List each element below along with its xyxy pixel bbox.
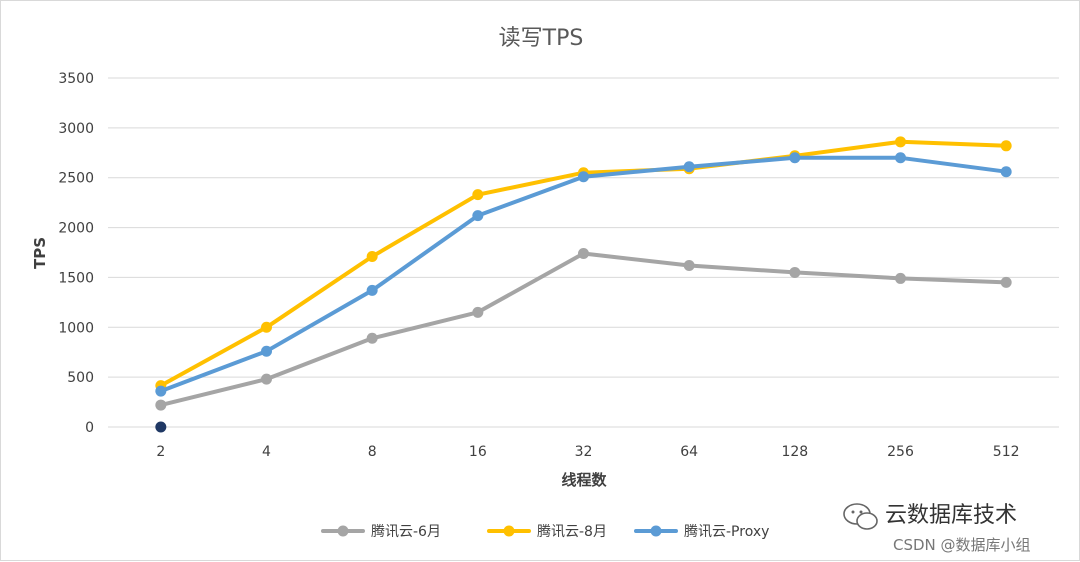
chart-title: 读写TPS xyxy=(499,26,584,51)
series xyxy=(155,152,1012,397)
watermark-title: 云数据库技术 xyxy=(885,503,1017,528)
legend-label: 腾讯云-6月 xyxy=(371,523,441,540)
x-tick-label: 64 xyxy=(680,444,698,460)
data-point xyxy=(261,373,272,385)
data-point xyxy=(155,385,167,397)
data-point xyxy=(472,189,484,201)
legend-label: 腾讯云-Proxy xyxy=(684,523,769,540)
data-point xyxy=(1000,140,1012,152)
x-tick-label: 512 xyxy=(993,444,1020,460)
y-tick-label: 3000 xyxy=(58,121,94,137)
y-tick-label: 2000 xyxy=(58,221,94,237)
legend-swatch-marker xyxy=(503,525,515,537)
legend-swatch-marker xyxy=(650,525,662,537)
y-tick-label: 2500 xyxy=(58,171,94,187)
series-line xyxy=(158,251,1009,408)
y-tick-label: 3500 xyxy=(58,71,94,87)
data-point xyxy=(683,161,695,173)
data-point xyxy=(1000,166,1012,178)
legend-swatch-marker xyxy=(337,525,349,537)
data-point xyxy=(789,266,801,278)
x-tick-label: 16 xyxy=(469,444,487,460)
data-point xyxy=(261,345,272,357)
data-point xyxy=(1000,276,1012,288)
data-point xyxy=(366,284,378,296)
x-tick-label: 2 xyxy=(156,444,165,460)
x-tick-labels: 2 4 8 16 32 64 128 256 512 xyxy=(156,444,1019,460)
x-tick-label: 4 xyxy=(262,444,271,460)
x-axis-label: 线程数 xyxy=(561,471,607,489)
data-point xyxy=(895,152,906,164)
x-tick-label: 256 xyxy=(887,444,914,460)
watermark: 云数据库技术 CSDN @数据库小组 xyxy=(843,503,1031,554)
data-point xyxy=(366,250,378,262)
y-tick-label: 1000 xyxy=(58,320,94,336)
y-tick-labels: 0 500 1000 1500 2000 2500 3000 3500 xyxy=(58,71,94,436)
data-point xyxy=(578,171,589,183)
legend-item: 腾讯云-Proxy xyxy=(634,523,769,540)
data-point xyxy=(578,247,589,259)
data-point xyxy=(261,321,272,333)
legend-item: 腾讯云-8月 xyxy=(487,523,607,540)
legend-item: 腾讯云-6月 xyxy=(321,523,441,540)
wechat-icon xyxy=(843,503,878,530)
x-tick-label: 8 xyxy=(368,444,377,460)
data-point xyxy=(895,136,906,148)
data-point xyxy=(895,272,906,284)
legend: 腾讯云-6月 腾讯云-8月 腾讯云-Proxy xyxy=(321,523,769,540)
data-point xyxy=(366,332,378,344)
data-point xyxy=(789,152,801,164)
series-lines xyxy=(155,136,1012,411)
x-tick-label: 32 xyxy=(575,444,593,460)
annotation-point xyxy=(155,421,167,433)
annotations xyxy=(155,421,167,433)
legend-label: 腾讯云-8月 xyxy=(537,523,607,540)
y-tick-label: 0 xyxy=(85,420,94,436)
x-tick-label: 128 xyxy=(781,444,808,460)
data-point xyxy=(472,210,484,222)
y-axis-label: TPS xyxy=(31,237,49,269)
y-tick-label: 1500 xyxy=(58,270,94,286)
watermark-subtitle: CSDN @数据库小组 xyxy=(893,536,1031,554)
y-tick-label: 500 xyxy=(67,370,94,386)
series xyxy=(155,247,1012,411)
data-point xyxy=(472,306,484,318)
data-point xyxy=(155,399,167,411)
series-line xyxy=(158,155,1009,394)
data-point xyxy=(683,259,695,271)
